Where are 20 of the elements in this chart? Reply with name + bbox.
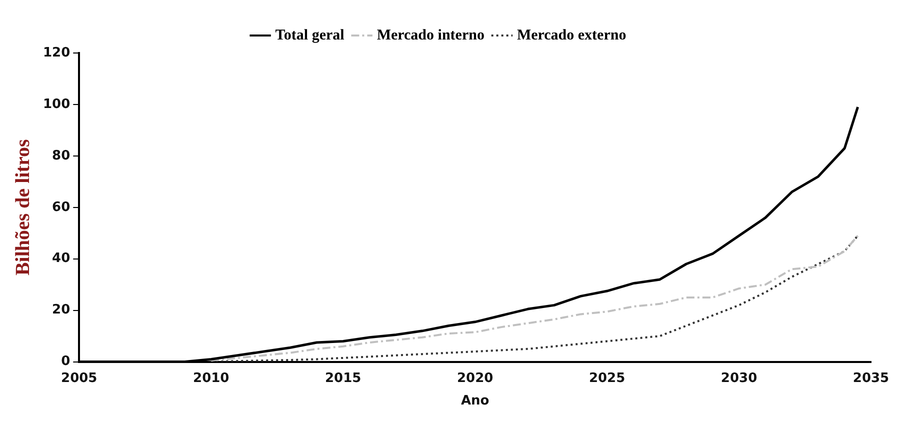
x-tick-label: 2025 (588, 370, 626, 386)
x-tick-label: 2020 (456, 370, 494, 386)
legend-label: Mercado interno (376, 27, 484, 44)
x-axis-title: Ano (460, 394, 490, 409)
x-tick-label: 2015 (324, 370, 362, 386)
legend-label: Mercado externo (516, 27, 626, 44)
y-axis-title: Bilhões de litros (12, 139, 34, 276)
x-tick-label: 2030 (720, 370, 758, 386)
y-tick-label: 0 (61, 354, 70, 370)
x-tick-label: 2010 (193, 370, 230, 386)
y-tick-label: 40 (52, 251, 70, 266)
legend-label: Total geral (275, 27, 344, 44)
y-tick-label: 60 (52, 200, 70, 215)
x-tick-label: 2035 (852, 370, 890, 386)
y-tick-label: 100 (42, 96, 70, 112)
x-tick-label: 2005 (61, 370, 98, 386)
y-tick-label: 120 (42, 45, 70, 60)
y-tick-label: 20 (52, 302, 70, 318)
y-tick-label: 80 (52, 148, 70, 164)
line-series (210, 234, 859, 362)
